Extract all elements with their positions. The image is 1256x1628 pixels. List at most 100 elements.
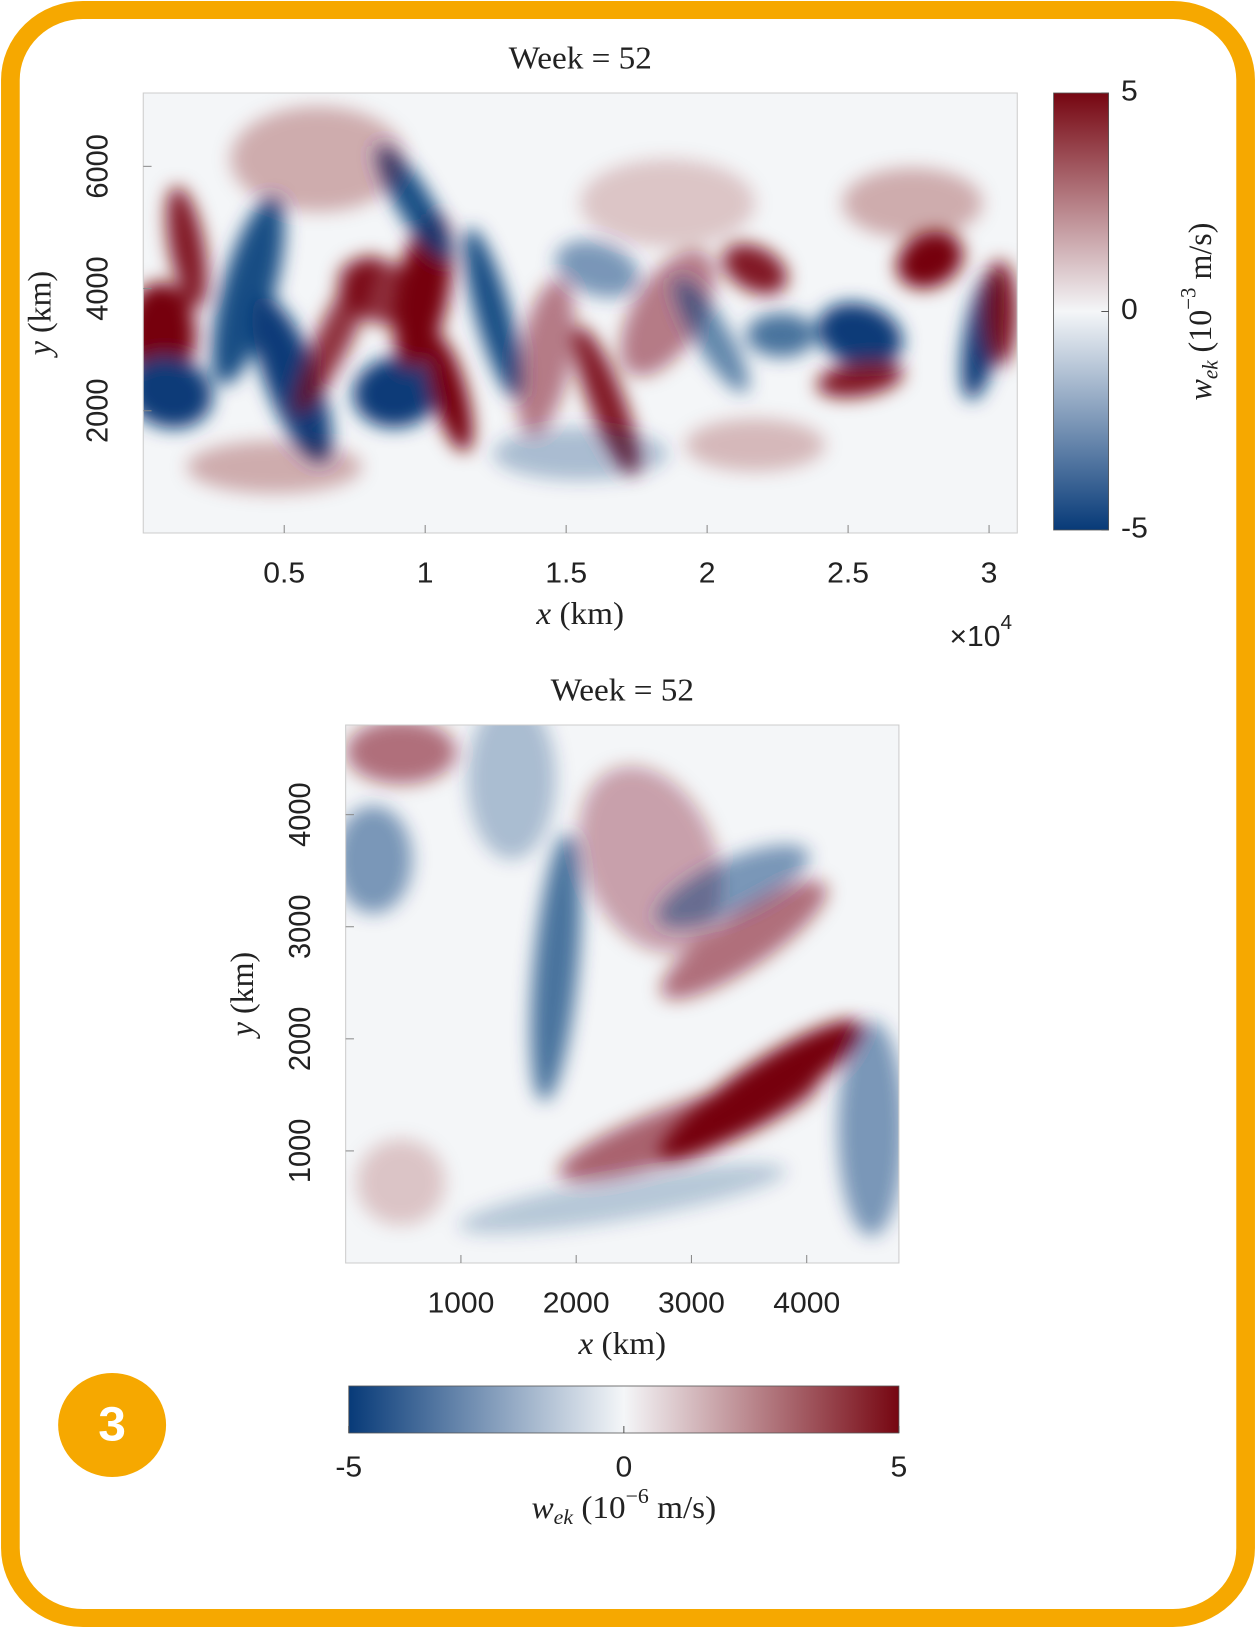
x-tick-label: 3000 <box>658 1287 725 1319</box>
chart-title: Week = 52 <box>509 41 652 76</box>
field-blob <box>230 106 406 212</box>
y-axis-label: y (km) <box>23 271 60 358</box>
field-blob <box>463 227 522 399</box>
colorbar-label: wek (10−6 m/s) <box>532 1484 717 1529</box>
x-space <box>551 597 559 632</box>
x-tick-label: 4000 <box>773 1287 840 1319</box>
cb-post: m/s) <box>649 1491 716 1526</box>
heatmap-field <box>143 106 1018 494</box>
cb-pre: (10 <box>581 1491 625 1526</box>
chart-title: Week = 52 <box>551 673 694 708</box>
field-blob <box>838 1020 899 1237</box>
badge-number: 3 <box>98 1398 126 1451</box>
x-tick-label: 1 <box>417 557 434 589</box>
field-blob <box>817 302 903 368</box>
heatmap-field <box>345 725 899 1237</box>
field-blob <box>896 231 964 289</box>
y-space <box>23 333 60 341</box>
x-axis-label: x (km) <box>535 597 624 632</box>
colorbar-tick-label: 5 <box>1121 75 1138 107</box>
field-blob <box>143 356 213 429</box>
field-blob <box>842 167 983 239</box>
x-tick-label: 0.5 <box>263 557 305 589</box>
field-blob <box>530 833 582 1102</box>
y-tick-label: 4000 <box>284 782 318 846</box>
y-tick-label: 2000 <box>284 1007 318 1071</box>
colorbar <box>1053 92 1110 531</box>
badge-circle <box>58 1373 167 1477</box>
field-blob <box>356 1139 446 1226</box>
cb-sup: −3 <box>1176 287 1200 309</box>
colorbar-label: wek (10−3 m/s) <box>1176 223 1222 401</box>
colorbar <box>348 1385 900 1434</box>
y-unit: (km) <box>225 952 262 1014</box>
field-blob <box>186 440 362 494</box>
x-multiplier: ×104 <box>949 613 1012 653</box>
field-blob <box>816 360 904 398</box>
field-blob <box>492 427 668 481</box>
field-blob <box>722 243 788 295</box>
field-blob <box>458 1163 786 1234</box>
field-blob <box>425 332 473 452</box>
cb-sub: ek <box>554 1505 574 1529</box>
field-blob <box>656 844 810 929</box>
field-blob <box>166 186 208 308</box>
cb-var: w <box>1183 379 1220 401</box>
multiplier-exp: 4 <box>1001 613 1013 635</box>
y-tick-label: 6000 <box>81 134 115 198</box>
field-blob <box>353 356 441 428</box>
x-unit: (km) <box>602 1327 667 1362</box>
x-var: x <box>535 597 551 632</box>
x-var: x <box>577 1327 593 1362</box>
plot-frame <box>142 92 1018 534</box>
x-tick-label: 1000 <box>427 1287 494 1319</box>
field-blob <box>515 278 575 436</box>
y-space <box>225 1014 262 1022</box>
y-var: y <box>225 1021 262 1039</box>
x-tick-label: 2000 <box>543 1287 610 1319</box>
field-blob <box>746 313 817 357</box>
plot-frame <box>345 724 900 1264</box>
field-blob <box>345 805 413 914</box>
colorbar-tick-label: 5 <box>891 1451 908 1483</box>
x-tick-label: 3 <box>981 557 998 589</box>
cb-post: m/s) <box>1183 223 1220 288</box>
y-tick-label: 2000 <box>81 379 115 443</box>
cb-pre: (10 <box>1183 310 1220 353</box>
x-tick-label: 2.5 <box>827 557 869 589</box>
heatmap-texture <box>345 725 899 1237</box>
field-blob <box>558 1076 820 1181</box>
x-space <box>593 1327 601 1362</box>
x-unit: (km) <box>559 597 624 632</box>
cb-var: w <box>532 1491 554 1526</box>
y-var: y <box>23 340 60 358</box>
colorbar-tick-label: 0 <box>615 1451 632 1483</box>
field-blob <box>252 295 332 463</box>
y-tick-label: 3000 <box>284 895 318 959</box>
y-axis-label: y (km) <box>225 952 262 1039</box>
field-blob <box>673 277 749 393</box>
colorbar-tick-label: -5 <box>1121 512 1148 544</box>
cb-sub: ek <box>1198 360 1222 379</box>
x-tick-label: 1.5 <box>545 557 587 589</box>
y-unit: (km) <box>23 271 60 333</box>
colorbar-tick-label: -5 <box>335 1451 362 1483</box>
field-blob <box>345 725 457 785</box>
field-blob <box>620 249 716 377</box>
field-blob <box>982 260 1018 366</box>
x-tick-label: 2 <box>699 557 716 589</box>
multiplier-base: ×10 <box>949 620 1000 652</box>
y-tick-label: 4000 <box>81 256 115 320</box>
field-blob <box>580 159 756 247</box>
field-blob <box>660 880 828 1000</box>
cb-sup: −6 <box>626 1484 649 1508</box>
field-blob <box>685 418 825 472</box>
colorbar-tick-label: 0 <box>1121 294 1138 326</box>
x-axis-label: x (km) <box>577 1327 666 1362</box>
field-blob <box>467 725 556 860</box>
field-blob <box>555 240 640 298</box>
y-tick-label: 1000 <box>284 1119 318 1183</box>
heatmap-texture <box>143 106 1018 494</box>
field-blob <box>211 197 285 385</box>
